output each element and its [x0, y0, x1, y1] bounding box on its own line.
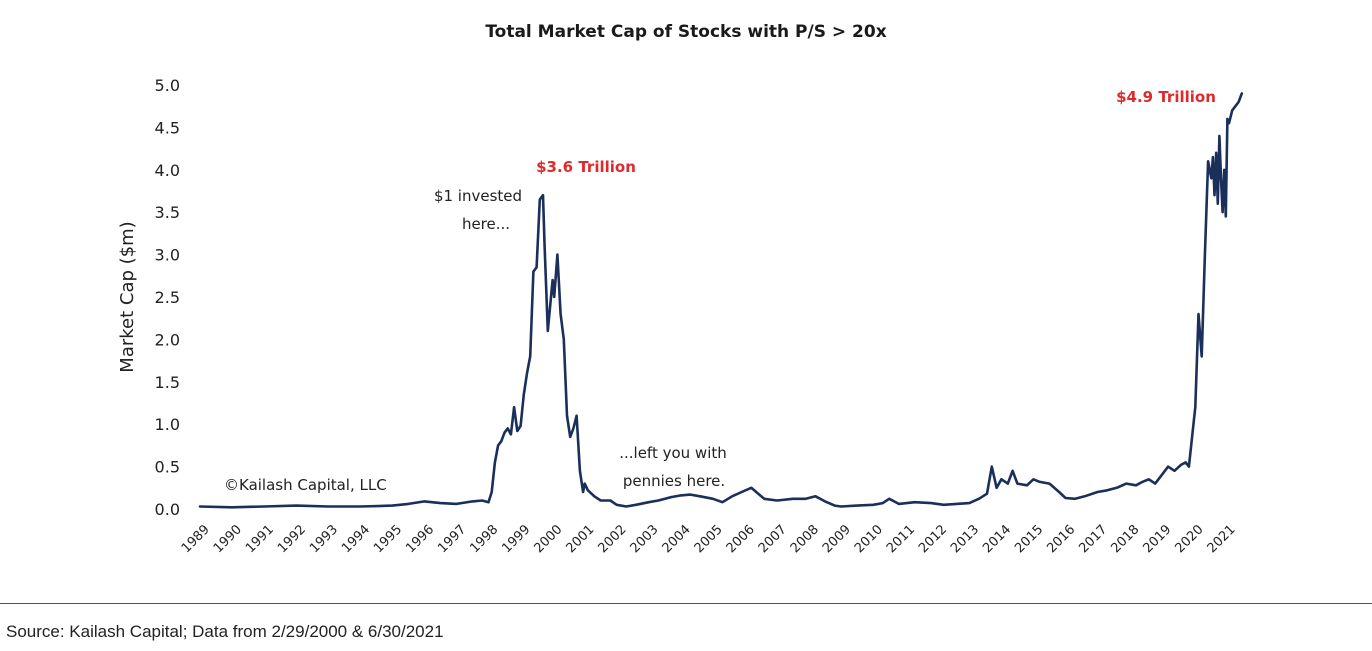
x-tick-label: 2006	[724, 522, 758, 556]
y-axis-label: Market Cap ($m)	[117, 221, 138, 372]
chart-title: Total Market Cap of Stocks with P/S > 20…	[485, 22, 886, 42]
x-tick-label: 2005	[692, 522, 726, 556]
annotation-left-line2: pennies here.	[623, 472, 725, 490]
y-tick-label: 4.5	[155, 118, 180, 137]
x-tick-label: 2002	[596, 522, 630, 556]
x-tick-label: 2000	[531, 522, 565, 556]
x-tick-label: 2001	[563, 522, 597, 556]
x-tick-label: 2003	[628, 522, 662, 556]
y-tick-label: 4.0	[155, 161, 180, 180]
x-tick-label: 2019	[1140, 522, 1174, 556]
x-tick-label: 2008	[788, 522, 822, 556]
x-tick-label: 2012	[916, 522, 950, 556]
y-tick-label: 3.5	[155, 203, 180, 222]
annotation-left-line1: ...left you with	[619, 444, 727, 462]
y-tick-label: 1.0	[155, 415, 180, 434]
y-tick-label: 2.5	[155, 288, 180, 307]
y-tick-label: 2.0	[155, 330, 180, 349]
x-tick-label: 2018	[1108, 522, 1142, 556]
x-tick-label: 1990	[211, 522, 245, 556]
x-tick-label: 2010	[852, 522, 886, 556]
market-cap-line	[198, 92, 1244, 509]
x-tick-label: 2013	[948, 522, 982, 556]
y-tick-label: 0.5	[155, 458, 180, 477]
annotation-peak-2000: $3.6 Trillion	[536, 158, 636, 176]
x-tick-label: 1992	[275, 522, 309, 556]
x-tick-label: 1996	[403, 522, 437, 556]
x-tick-label: 2004	[660, 522, 694, 556]
x-tick-label: 1991	[243, 522, 277, 556]
chart: Total Market Cap of Stocks with P/S > 20…	[117, 22, 1244, 556]
x-tick-label: 2015	[1012, 522, 1046, 556]
y-tick-label: 3.0	[155, 246, 180, 265]
x-tick-label: 2016	[1044, 522, 1078, 556]
x-tick-label: 2014	[980, 522, 1014, 556]
x-axis-ticks: 1989199019911992199319941995199619971998…	[179, 522, 1239, 556]
annotation-invested-line1: $1 invested	[434, 187, 522, 205]
x-tick-label: 2009	[820, 522, 854, 556]
x-tick-label: 2017	[1076, 522, 1110, 556]
footer-divider	[0, 603, 1372, 604]
x-tick-label: 1989	[179, 522, 213, 556]
x-tick-label: 2007	[756, 522, 790, 556]
x-tick-label: 2020	[1173, 522, 1207, 556]
y-tick-label: 0.0	[155, 500, 180, 519]
annotation-copyright: ©Kailash Capital, LLC	[224, 476, 387, 494]
x-tick-label: 1993	[307, 522, 341, 556]
annotation-peak-2021: $4.9 Trillion	[1116, 88, 1216, 106]
x-tick-label: 2021	[1205, 522, 1239, 556]
annotation-invested-line2: here...	[462, 215, 510, 233]
x-tick-label: 1995	[371, 522, 405, 556]
y-tick-label: 5.0	[155, 76, 180, 95]
source-note: Source: Kailash Capital; Data from 2/29/…	[6, 622, 444, 641]
x-tick-label: 1998	[467, 522, 501, 556]
y-axis-ticks: 0.0 0.5 1.0 1.5 2.0 2.5 3.0 3.5 4.0 4.5 5.0	[155, 76, 180, 519]
x-tick-label: 1994	[339, 522, 373, 556]
x-tick-label: 1997	[435, 522, 469, 556]
y-tick-label: 1.5	[155, 373, 180, 392]
x-tick-label: 1999	[499, 522, 533, 556]
x-tick-label: 2011	[884, 522, 918, 556]
